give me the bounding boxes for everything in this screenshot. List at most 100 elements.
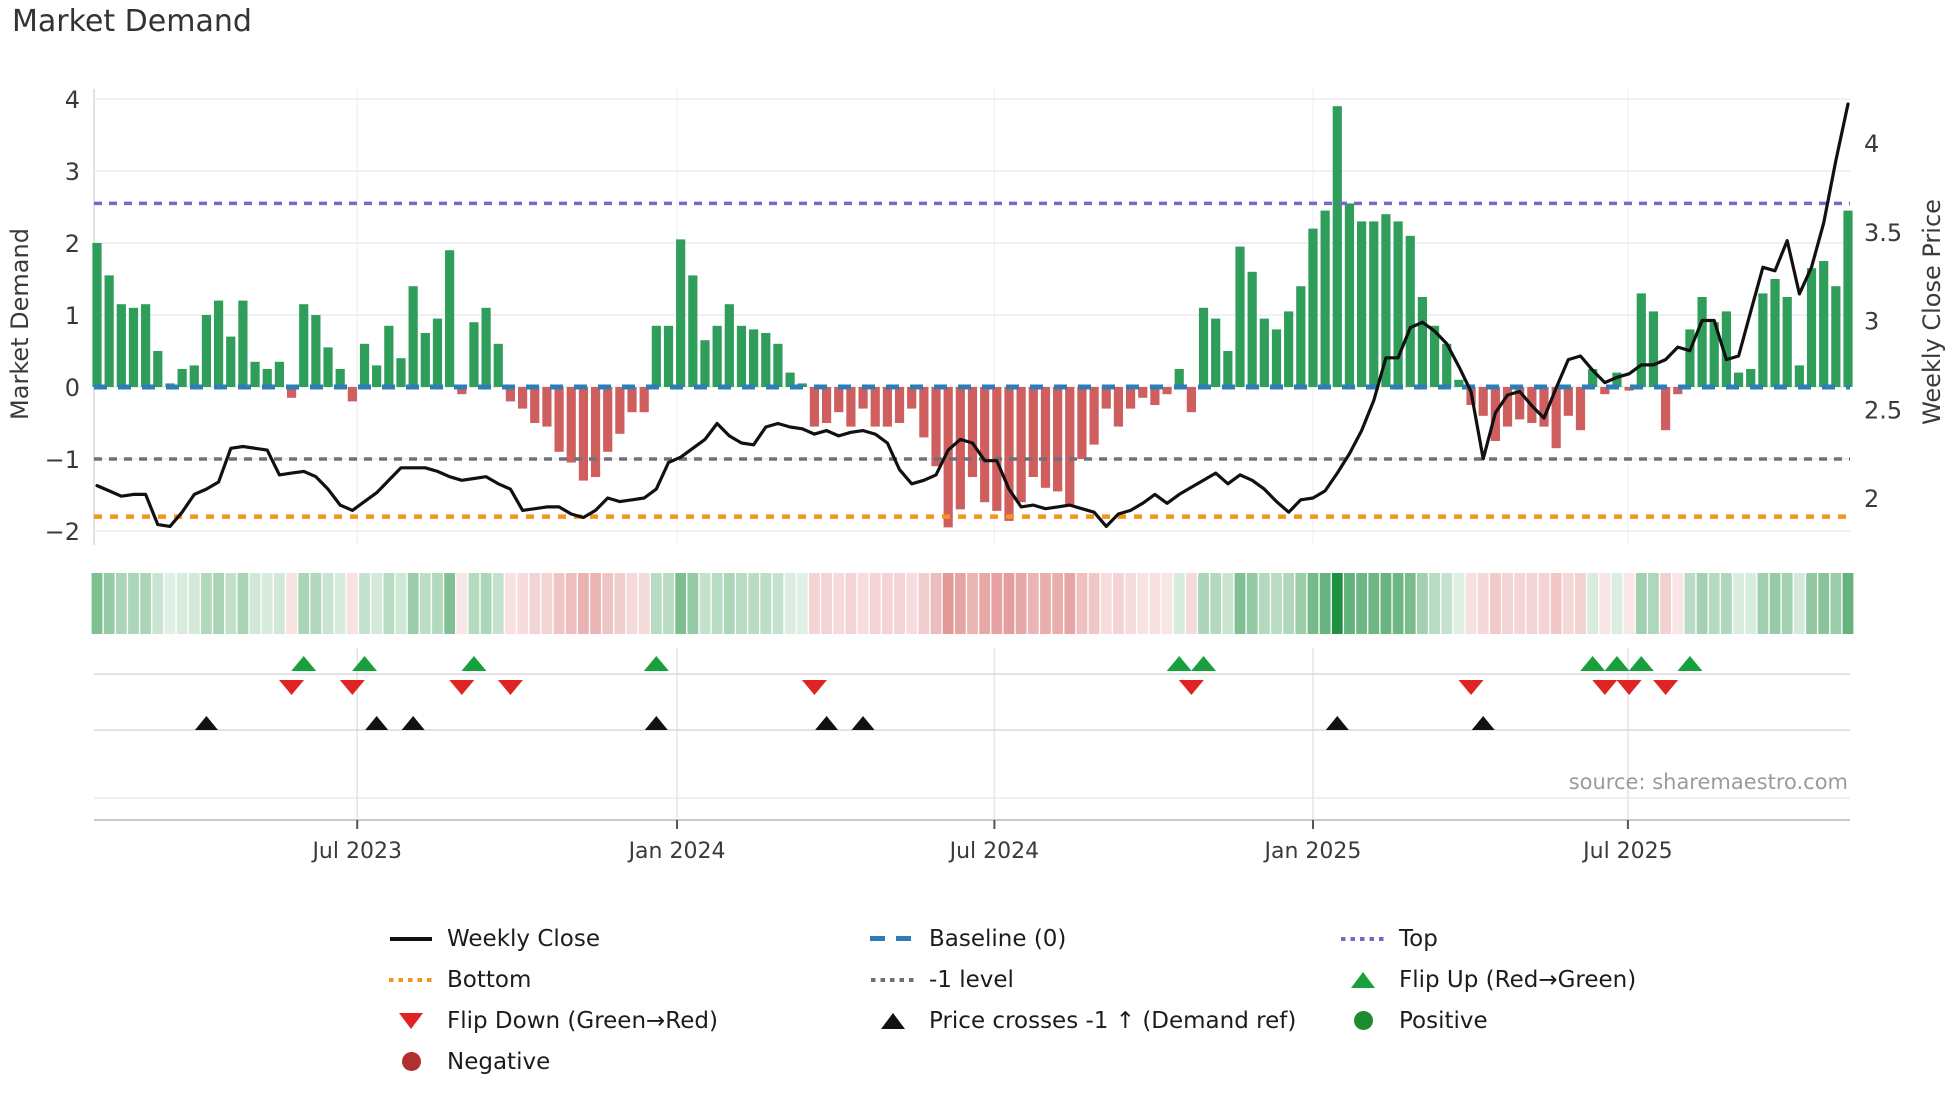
demand-bar (1612, 372, 1622, 387)
demand-bar (749, 329, 759, 387)
demand-bar (603, 387, 613, 452)
legend-item-flip-up-red-green: Flip Up (Red→Green) (1340, 966, 1636, 993)
heatmap-cell (772, 573, 784, 634)
legend-label: Weekly Close (447, 925, 600, 952)
heatmap-cell (188, 573, 200, 634)
heatmap-cell (529, 573, 541, 634)
legend-item-weekly-close: Weekly Close (388, 925, 870, 952)
heatmap-cell (505, 573, 516, 634)
demand-bar (250, 361, 260, 387)
demand-bar (1235, 246, 1245, 387)
legend-label: Price crosses -1 ↑ (Demand ref) (929, 1007, 1297, 1034)
heatmap-cell (176, 573, 188, 634)
legend-item-positive: Positive (1340, 1007, 1636, 1034)
y-tick-label-left: −2 (45, 518, 80, 546)
heatmap-cell (395, 573, 407, 634)
demand-bar (1089, 387, 1099, 445)
demand-bar (384, 325, 394, 387)
demand-bar (1806, 268, 1817, 387)
heatmap-cell (796, 573, 808, 634)
heatmap-cell (1660, 573, 1672, 634)
demand-bar (1077, 387, 1087, 459)
demand-bar (1332, 106, 1342, 387)
legend-label: Flip Up (Red→Green) (1399, 966, 1637, 993)
heatmap-cell (1258, 573, 1270, 634)
legend-item-negative: Negative (388, 1048, 870, 1075)
heatmap-strip (91, 573, 1854, 634)
legend-item-baseline-0: Baseline (0) (870, 925, 1340, 952)
heatmap-cell (1538, 573, 1550, 634)
x-tick-label: Jul 2023 (310, 839, 402, 864)
market-demand-chart: Jul 2023 Jan 2024 Jul 2024 Jan 2025 Jul 2025… (45, 86, 1903, 864)
heatmap-cell (1721, 573, 1732, 634)
demand-bar (1454, 379, 1464, 387)
heatmap-cell (1368, 573, 1380, 634)
heatmap-cell (967, 573, 978, 634)
flip-up-triangle-icon (1604, 656, 1630, 671)
heatmap-cell (1429, 573, 1440, 634)
demand-bar (201, 315, 212, 387)
dotted-line-icon (388, 977, 434, 982)
triangle-up-icon (870, 1012, 916, 1029)
demand-bar (1685, 329, 1695, 387)
heatmap-cell (1708, 573, 1720, 634)
y-tick-label-left: 1 (65, 302, 80, 330)
heatmap-cell (480, 573, 492, 634)
heatmap-cell (1502, 573, 1513, 634)
heatmap-cell (833, 573, 845, 634)
price-cross-triangle-icon (1325, 716, 1349, 730)
demand-bar (116, 304, 126, 387)
heatmap-cell (298, 573, 310, 634)
heatmap-cell (432, 573, 443, 634)
heatmap-cell (869, 573, 881, 634)
heatmap-cell (310, 573, 322, 634)
demand-bar (943, 387, 953, 528)
heatmap-cell (456, 573, 468, 634)
source-text: source: sharemaestro.com (1568, 770, 1848, 794)
demand-bar (1016, 387, 1026, 503)
heatmap-cell (942, 573, 954, 634)
heatmap-cell (1149, 573, 1161, 634)
demand-bar (1393, 221, 1403, 387)
heatmap-cell (1271, 573, 1282, 634)
heatmap-cell (1575, 573, 1586, 634)
demand-bar (980, 387, 990, 503)
demand-bar (141, 304, 151, 387)
heatmap-cell (468, 573, 480, 634)
heatmap-cell (1088, 573, 1100, 634)
flip-down-triangle-icon (1653, 680, 1679, 695)
legend-item-bottom: Bottom (388, 966, 870, 993)
demand-bar (213, 300, 224, 387)
demand-bar (1770, 279, 1780, 387)
demand-bar (1125, 387, 1136, 409)
heatmap-cell (261, 573, 273, 634)
heatmap-cell (638, 573, 650, 634)
heatmap-cell (1210, 573, 1222, 634)
demand-bar (542, 387, 552, 427)
heatmap-cell (1125, 573, 1136, 634)
demand-bar (493, 343, 503, 387)
heatmap-cell (1404, 573, 1416, 634)
heatmap-cell (1003, 573, 1015, 634)
flip-down-triangle-icon (497, 680, 523, 695)
demand-bar (92, 243, 102, 387)
heatmap-cell (152, 573, 164, 634)
heatmap-cell (1222, 573, 1234, 634)
demand-bar (1065, 387, 1075, 506)
heatmap-cell (1769, 573, 1781, 634)
y-tick-label-right: 2.5 (1864, 396, 1902, 424)
heatmap-cell (444, 573, 456, 634)
heatmap-cell (1015, 573, 1027, 634)
demand-bar (907, 387, 917, 409)
flip-down-triangle-icon (1178, 680, 1204, 695)
heatmap-cell (140, 573, 152, 634)
flip-up-triangle-icon (643, 656, 669, 671)
demand-bar (517, 387, 528, 409)
demand-bar (432, 318, 443, 387)
demand-bar (809, 387, 820, 427)
y-tick-label-right: 3 (1864, 308, 1879, 336)
y-tick-label-right: 2 (1864, 485, 1879, 513)
demand-bar (615, 387, 625, 434)
demand-bar (676, 239, 686, 387)
flip-up-triangle-icon (1191, 656, 1217, 671)
